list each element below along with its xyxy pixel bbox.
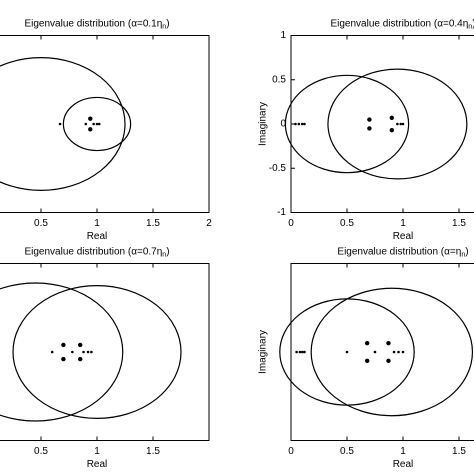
eigenvalue [92, 122, 95, 126]
x-tick-label: 1.5 [146, 446, 160, 457]
eigenvalue [50, 350, 54, 354]
circle [12, 285, 182, 419]
y-axis-label: Imaginary [258, 330, 269, 374]
eigenvalue [61, 342, 66, 348]
y-tick-label: -1 [277, 207, 286, 218]
panel: Eigenvalue distribution (α=0.7ηn) 0.5 1 1.5… [0, 246, 210, 470]
eigenvalue [84, 122, 88, 126]
x-tick-label: 1.5 [452, 446, 466, 457]
eigenvalue [367, 126, 372, 131]
eigenvalue [401, 122, 405, 126]
y-tick-label: -0.5 [269, 163, 287, 174]
eigenvalue [373, 350, 377, 354]
x-tick-label: 1.5 [146, 218, 160, 229]
eigenvalue [82, 350, 85, 354]
title-suffix: ) [166, 18, 169, 29]
eigenvalue [97, 122, 101, 126]
title-subscript: n [468, 23, 472, 30]
eigenvalue [396, 122, 399, 126]
title-subscript: n [162, 23, 166, 30]
title-text: Eigenvalue distribution (α=0.1η [24, 18, 162, 29]
panel: Eigenvalue distribution (α=0.1ηn) 0.5 1 1.5… [0, 18, 212, 242]
title-text: Eigenvalue distribution (α=0.4η [330, 18, 468, 29]
y-tick-label: 0.5 [272, 74, 286, 85]
title-text: Eigenvalue distribution (α=0.7η [24, 246, 162, 257]
x-tick-label: 0.5 [340, 218, 354, 229]
eigenvalue [386, 340, 391, 346]
title-suffix: ) [472, 18, 474, 29]
eigenvalue [294, 122, 297, 126]
circle [327, 68, 468, 180]
eigenvalue [389, 115, 394, 121]
eigenvalue [399, 122, 403, 126]
x-axis-label: Real [87, 231, 108, 242]
axes-box [290, 35, 474, 213]
x-tick-label: 0 [288, 218, 294, 229]
x-axis-label: Real [87, 459, 108, 470]
axes-box [0, 35, 210, 213]
eigenvalue [297, 122, 301, 126]
eigenvalue [303, 350, 306, 354]
eigenvalue [389, 127, 394, 133]
eigenvalue [295, 350, 298, 354]
eigenvalue [397, 350, 400, 354]
y-axis-label: Imaginary [258, 102, 269, 146]
panel: Eigenvalue distribution (α=0.4ηn) 0 0.5 1 1.… [258, 18, 474, 242]
circle [284, 74, 410, 174]
eigenvalue [401, 350, 405, 354]
x-tick-label: 0.5 [34, 446, 48, 457]
eigenvalue [88, 127, 93, 132]
panel-title: Eigenvalue distribution (α=0.1ηn) [24, 18, 169, 30]
eigenvalue [78, 356, 83, 362]
title-subscript: n [461, 251, 465, 258]
x-tick-label: 1 [400, 446, 406, 457]
eigenvalue [392, 350, 396, 354]
eigenvalue [90, 350, 93, 354]
panel-title: Eigenvalue distribution (α=ηn) [337, 246, 468, 258]
x-tick-label: 0.5 [34, 218, 48, 229]
eigenvalue [88, 116, 93, 121]
title-text: Eigenvalue distribution (α=η [337, 246, 461, 257]
eigenvalue [300, 122, 304, 126]
axes-box [290, 263, 474, 441]
x-tick-label: 0.5 [340, 446, 354, 457]
x-tick-label: 1.5 [452, 218, 466, 229]
circle [0, 57, 126, 191]
x-tick-label: 1 [94, 218, 100, 229]
x-tick-label: 1 [400, 218, 406, 229]
circle [310, 287, 474, 417]
circle [0, 282, 124, 422]
x-axis-label: Real [393, 459, 414, 470]
eigenvalue [364, 358, 370, 364]
panel: Eigenvalue distribution (α=ηn) 0 0.5 1 1.5 Re… [258, 246, 474, 470]
title-suffix: ) [465, 246, 468, 257]
eigenvalue [303, 122, 306, 126]
eigenvalue [364, 340, 370, 346]
eigenvalue [95, 122, 99, 126]
x-axis-label: Real [393, 231, 414, 242]
panel-title: Eigenvalue distribution (α=0.7ηn) [24, 246, 169, 258]
x-tick-label: 0 [288, 446, 294, 457]
title-subscript: n [162, 251, 166, 258]
y-tick-label: 0 [280, 119, 286, 130]
x-tick-label: 2 [206, 218, 212, 229]
x-tick-label: 1 [94, 446, 100, 457]
panel-title: Eigenvalue distribution (α=0.4ηn) [330, 18, 474, 30]
eigenvalue [61, 356, 66, 362]
y-tick-label: 1 [280, 30, 286, 41]
eigenvalue [367, 117, 372, 122]
eigenvalue [386, 358, 391, 364]
title-suffix: ) [166, 246, 169, 257]
axes-box [0, 263, 210, 441]
eigenvalue [71, 350, 74, 354]
eigenvalue [78, 342, 83, 348]
eigenvalue [86, 350, 90, 354]
circle [62, 96, 132, 152]
eigenvalue [345, 350, 349, 354]
eigenvalue [298, 350, 302, 354]
eigenvalue [300, 350, 304, 354]
eigenvalue [58, 122, 62, 126]
